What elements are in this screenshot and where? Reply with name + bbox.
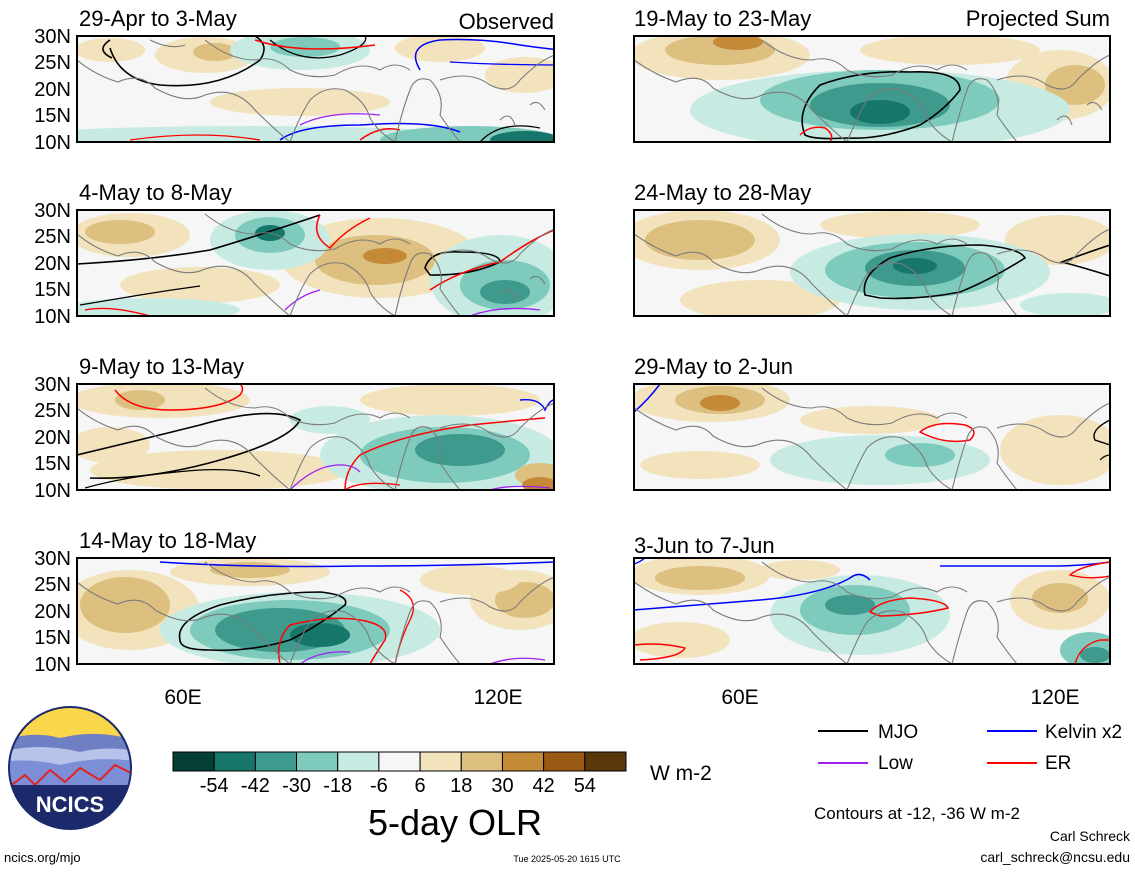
lat-axis-labels: 30N 25N 20N 15N 10N 30N 25N 20N 15N 10N … <box>34 26 71 676</box>
panel-title: 14-May to 18-May <box>79 528 256 553</box>
lat-tick: 10N <box>34 132 71 154</box>
colorbar-swatch <box>378 751 421 772</box>
colorbar-tick-label: 18 <box>450 775 472 797</box>
panel-tag: Projected Sum <box>966 6 1110 31</box>
map-panel-3: 4-May to 8-May <box>76 180 555 317</box>
lon-tick: 60E <box>164 686 201 709</box>
legend-label-kelvin: Kelvin x2 <box>1045 722 1122 743</box>
colorbar-tick-label: 42 <box>533 775 555 797</box>
lat-tick: 15N <box>34 279 71 301</box>
colorbar-swatch <box>337 751 380 772</box>
colorbar-swatch <box>172 751 215 772</box>
panel-title: 24-May to 28-May <box>634 180 811 205</box>
colorbar-tick-label: -54 <box>200 775 229 797</box>
lat-tick: 15N <box>34 627 71 649</box>
legend-label-er: ER <box>1045 753 1071 774</box>
lat-tick: 25N <box>34 52 71 74</box>
legend-label-mjo: MJO <box>878 722 918 743</box>
panel-title: 3-Jun to 7-Jun <box>634 533 775 558</box>
map-panel-8: 3-Jun to 7-Jun <box>633 533 1111 665</box>
footer-author: Carl Schreck <box>1050 828 1131 844</box>
lat-tick: 30N <box>34 200 71 222</box>
lon-tick: 120E <box>1030 686 1079 709</box>
legend-label-low: Low <box>878 753 913 774</box>
colorbar-swatch <box>213 751 256 772</box>
colorbar-swatch <box>460 751 503 772</box>
colorbar-tick-label: 54 <box>574 775 596 797</box>
map-panel-4: 24-May to 28-May <box>633 180 1111 317</box>
panel-title: 4-May to 8-May <box>79 180 232 205</box>
footer-timestamp: Tue 2025-05-20 1615 UTC <box>513 854 621 864</box>
colorbar-tick-label: -30 <box>282 775 311 797</box>
lat-tick: 20N <box>34 427 71 449</box>
map-panel-2: 19-May to 23-May Projected Sum <box>633 6 1111 143</box>
lat-tick: 10N <box>34 654 71 676</box>
lat-tick: 20N <box>34 79 71 101</box>
colorbar-units: W m-2 <box>650 762 712 785</box>
lat-tick: 10N <box>34 480 71 502</box>
colorbar-swatch <box>419 751 462 772</box>
colorbar-swatch <box>584 751 627 772</box>
lon-tick: 60E <box>721 686 758 709</box>
lat-tick: 25N <box>34 574 71 596</box>
lat-tick: 15N <box>34 453 71 475</box>
lat-tick: 10N <box>34 306 71 328</box>
map-panel-5: 9-May to 13-May <box>76 354 555 491</box>
colorbar-tick-label: 6 <box>415 775 426 797</box>
colorbar-tick-label: 30 <box>491 775 513 797</box>
lat-tick: 20N <box>34 601 71 623</box>
logo-text: NCICS <box>36 792 104 817</box>
contour-legend: MJO Kelvin x2 Low ER <box>818 722 1122 774</box>
panel-tag: Observed <box>459 9 554 34</box>
lat-tick: 30N <box>34 26 71 48</box>
lat-tick: 15N <box>34 105 71 127</box>
footer-site: ncics.org/mjo <box>4 850 81 865</box>
colorbar-tick-label: -42 <box>241 775 270 797</box>
colorbar-swatch <box>254 751 298 772</box>
colorbar-swatch <box>296 751 339 772</box>
lat-tick: 30N <box>34 374 71 396</box>
lat-tick: 20N <box>34 253 71 275</box>
panel-title: 29-May to 2-Jun <box>634 354 793 379</box>
panel-title: 29-Apr to 3-May <box>79 6 237 31</box>
colorbar-title: 5-day OLR <box>368 802 542 843</box>
lat-tick: 25N <box>34 226 71 248</box>
footer-email: carl_schreck@ncsu.edu <box>980 849 1130 865</box>
olr-colorbar: -54 -42 -30 -18 -6 6 18 30 42 54 <box>172 751 627 797</box>
colorbar-tick-label: -6 <box>370 775 388 797</box>
panel-title: 19-May to 23-May <box>634 6 811 31</box>
map-panel-7: 14-May to 18-May <box>76 528 555 665</box>
lon-axis-labels: 60E 120E 60E 120E <box>164 686 1079 709</box>
lon-tick: 120E <box>473 686 522 709</box>
panel-title: 9-May to 13-May <box>79 354 244 379</box>
lat-tick: 30N <box>34 548 71 570</box>
colorbar-swatch <box>501 751 545 772</box>
lat-tick: 25N <box>34 400 71 422</box>
map-panel-1: 29-Apr to 3-May Observed <box>76 6 555 143</box>
contours-note: Contours at -12, -36 W m-2 <box>814 804 1020 823</box>
colorbar-swatch <box>543 751 586 772</box>
map-panel-6: 29-May to 2-Jun <box>633 354 1111 491</box>
colorbar-tick-label: -18 <box>323 775 352 797</box>
